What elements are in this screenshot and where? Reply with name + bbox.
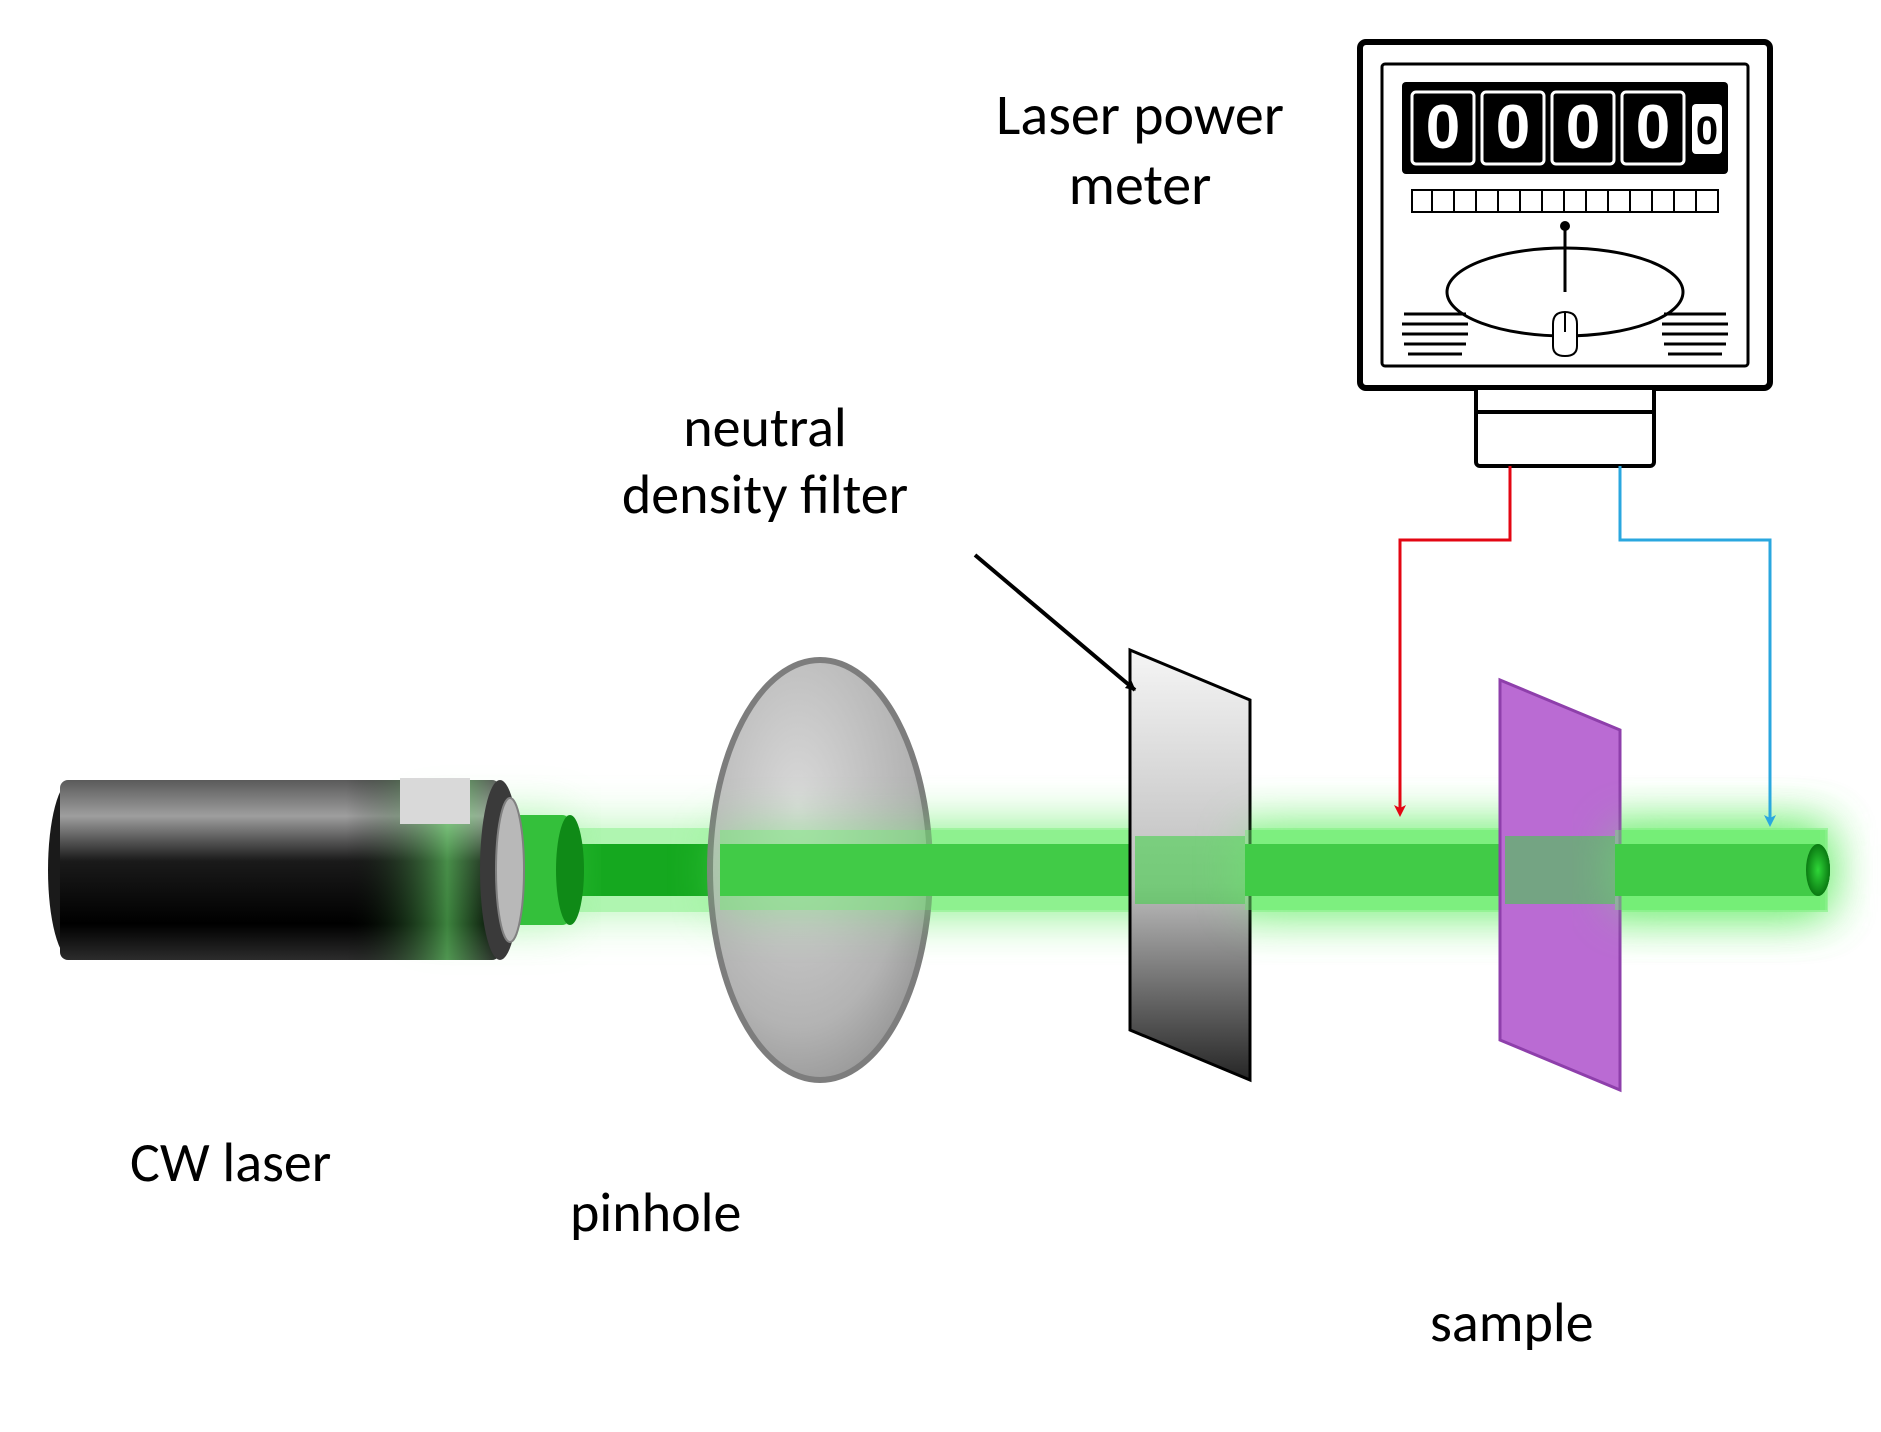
power-meter: 0 0 0 0 0: [1360, 42, 1770, 466]
pinhole-label: pinhole: [570, 1180, 741, 1247]
svg-text:0: 0: [1566, 93, 1600, 162]
nd-filter-label: neutral density filter: [585, 395, 945, 529]
cw-laser-label: CW laser: [130, 1130, 331, 1197]
wire-blue: [1620, 466, 1770, 822]
svg-text:0: 0: [1496, 93, 1530, 162]
svg-text:0: 0: [1696, 109, 1718, 153]
meter-label: Laser power meter: [940, 80, 1340, 219]
svg-text:0: 0: [1426, 93, 1460, 162]
wire-red: [1400, 466, 1510, 812]
cw-laser-body: [48, 778, 524, 960]
sample-label: sample: [1430, 1290, 1594, 1357]
svg-text:0: 0: [1636, 93, 1670, 162]
nd-filter-arrow: [975, 555, 1135, 690]
beam-through-sample: [1505, 830, 1830, 910]
